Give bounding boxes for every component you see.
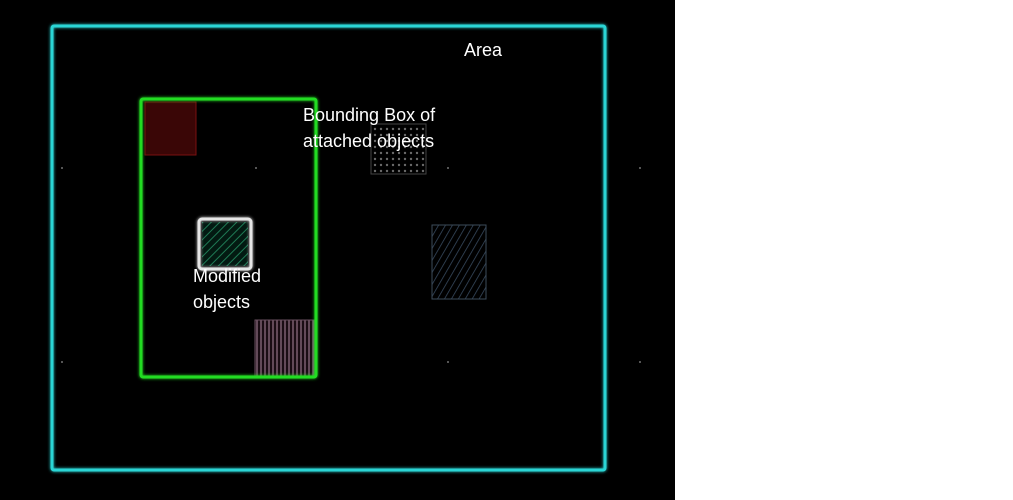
layout-canvas: Area Bounding Box of attached objects Mo…	[0, 0, 675, 500]
red-block[interactable]	[144, 101, 197, 156]
bounding-box-label: Bounding Box of attached objects	[303, 105, 436, 151]
diagram-svg	[50, 24, 641, 472]
green-hatched-block[interactable]	[202, 222, 248, 266]
dotted-block[interactable]	[370, 123, 427, 175]
pink-striped-block[interactable]	[254, 319, 315, 377]
area-boundary[interactable]	[50, 24, 607, 472]
modified-objects-label: Modified objects	[193, 266, 262, 312]
grid-dots	[61, 167, 641, 363]
bounding-box[interactable]	[139, 97, 318, 379]
area-label: Area	[464, 40, 503, 60]
modified-highlight[interactable]	[197, 217, 253, 271]
blue-hatched-block[interactable]	[431, 224, 487, 300]
